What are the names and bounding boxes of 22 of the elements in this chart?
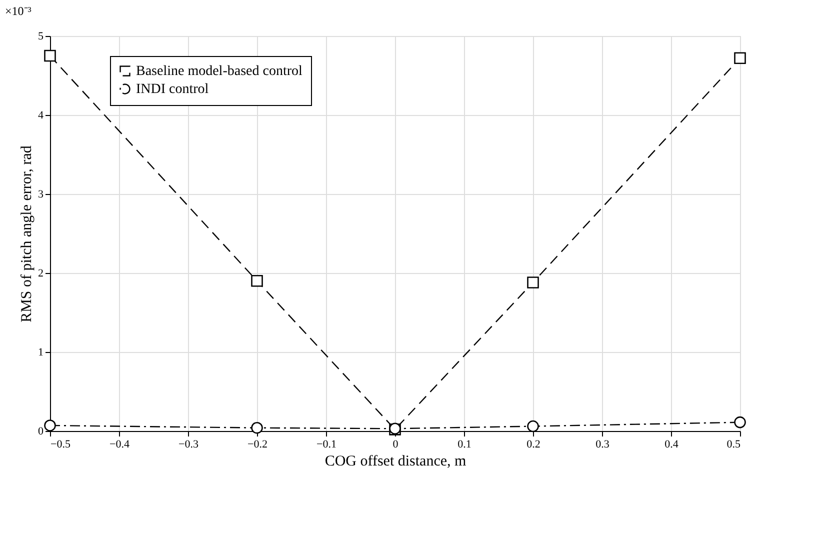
x-tick-label: −0.2 [248, 438, 268, 450]
x-tick-label: −0.5 [50, 438, 71, 450]
x-tick-label: 0.3 [596, 438, 610, 450]
legend-label: Baseline model-based control [136, 64, 303, 79]
legend-label: INDI control [136, 82, 209, 97]
x-axis-title: COG offset distance, m [324, 454, 467, 470]
y-tick-label: 5 [38, 30, 44, 42]
x-tick-label: 0 [392, 438, 399, 450]
y-tick-label: 2 [38, 268, 44, 280]
y-tick-label: 3 [38, 188, 44, 200]
y-tick-label: 4 [38, 110, 44, 122]
x-tick-label: 0.2 [526, 438, 540, 450]
y-axis-title: RMS of pitch angle error, rad [19, 145, 35, 322]
x-tick-label: −0.1 [316, 438, 336, 450]
x-tick-label: −0.4 [110, 438, 130, 450]
x-tick-label: 0.5 [726, 438, 741, 450]
text: ×10⁻³ [5, 4, 32, 18]
y-tick-label: 1 [38, 346, 44, 358]
y-tick-label: 0 [38, 426, 44, 438]
x-tick-label: 0.4 [664, 438, 679, 450]
x-tick-label: −0.3 [178, 438, 199, 450]
x-tick-label: 0.1 [458, 438, 472, 450]
